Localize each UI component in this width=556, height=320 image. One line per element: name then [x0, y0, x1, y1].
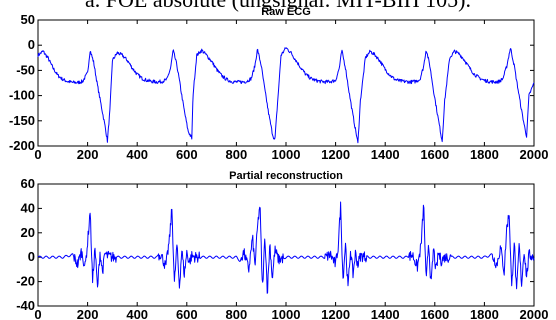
- raw-ecg-x-tick-label: 1600: [420, 147, 449, 162]
- reconstruction-signal-line: [37, 201, 535, 294]
- raw-ecg-x-tick-label: 2000: [520, 147, 549, 162]
- raw-ecg-x-tick-label: 1400: [371, 147, 400, 162]
- reconstruction-x-tick-label: 0: [34, 307, 41, 320]
- figure-caption: a. FOE absolute (ungsignal: MIT-BIH 105)…: [0, 0, 556, 13]
- raw-ecg-signal-line: [37, 47, 535, 144]
- reconstruction-x-tick-label: 1800: [470, 307, 499, 320]
- raw-ecg-plot-area: [37, 19, 535, 147]
- reconstruction-y-tick-label: -20: [16, 274, 35, 289]
- raw-ecg-y-tick-label: -100: [9, 88, 35, 103]
- reconstruction-y-tick-label: -40: [16, 298, 35, 313]
- raw-ecg-y-tick-label: 50: [21, 12, 35, 27]
- raw-ecg-x-tick-label: 600: [176, 147, 198, 162]
- raw-ecg-x-tick-label: 1800: [470, 147, 499, 162]
- reconstruction-x-tick-label: 800: [226, 307, 248, 320]
- reconstruction-x-tick-label: 400: [126, 307, 148, 320]
- raw-ecg-y-tick-label: -200: [9, 138, 35, 153]
- raw-ecg-y-tick-label: 0: [28, 37, 35, 52]
- raw-ecg-x-tick-label: 0: [34, 147, 41, 162]
- raw-ecg-y-tick-label: -150: [9, 113, 35, 128]
- reconstruction-x-tick-label: 1600: [420, 307, 449, 320]
- reconstruction-x-tick-label: 1200: [321, 307, 350, 320]
- reconstruction-y-tick-label: 40: [21, 200, 35, 215]
- reconstruction-y-tick-label: 20: [21, 225, 35, 240]
- reconstruction-y-tick-label: 0: [28, 249, 35, 264]
- raw-ecg-x-tick-label: 1000: [272, 147, 301, 162]
- raw-ecg-panel: Raw ECG 0 200 400 600 800 1000 1200 1400 1600 1800…: [9, 6, 548, 162]
- raw-ecg-title: Raw ECG: [261, 6, 311, 18]
- reconstruction-x-tick-label: 600: [176, 307, 198, 320]
- raw-ecg-x-tick-label: 800: [226, 147, 248, 162]
- reconstruction-y-tick-label: 60: [21, 176, 35, 191]
- reconstruction-x-tick-label: 2000: [520, 307, 549, 320]
- raw-ecg-x-tick-label: 200: [77, 147, 99, 162]
- raw-ecg-x-tick-label: 400: [126, 147, 148, 162]
- reconstruction-x-tick-label: 1400: [371, 307, 400, 320]
- reconstruction-plot-area: [37, 183, 535, 307]
- reconstruction-x-tick-label: 1000: [272, 307, 301, 320]
- raw-ecg-x-tick-label: 1200: [321, 147, 350, 162]
- reconstruction-x-tick-label: 200: [77, 307, 99, 320]
- reconstruction-title: Partial reconstruction: [229, 170, 343, 182]
- raw-ecg-y-tick-label: -50: [16, 62, 35, 77]
